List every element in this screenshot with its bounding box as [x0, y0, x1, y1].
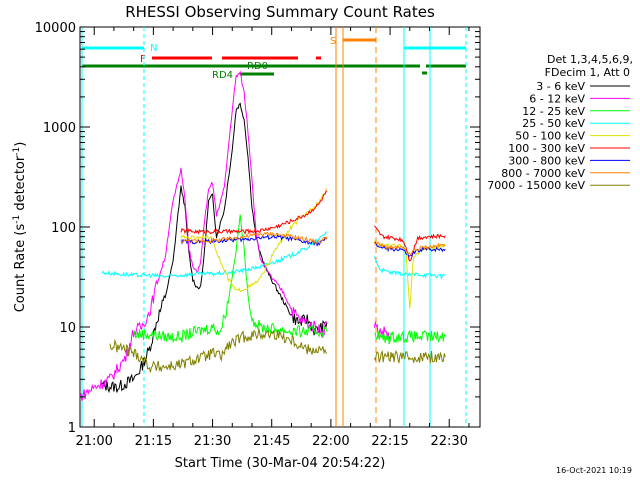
series-line	[133, 214, 328, 344]
series-line	[373, 320, 391, 341]
saa-label: S	[330, 36, 336, 47]
series-line	[373, 240, 446, 309]
observing-flags: N F S RD0 RD4	[82, 36, 466, 81]
flare-label: F	[140, 54, 146, 65]
y-label-sup: -1	[12, 147, 22, 156]
y-tick-label: 10000	[35, 21, 76, 36]
legend-header: Det 1,3,4,5,6,9,	[547, 53, 633, 66]
x-tick-label: 21:30	[194, 434, 231, 449]
series-line	[373, 256, 446, 281]
series-line	[180, 190, 328, 235]
series-line	[180, 231, 328, 245]
chart-title: RHESSI Observing Summary Count Rates	[125, 3, 435, 21]
series-line	[373, 350, 446, 364]
x-axis-label: Start Time (30-Mar-04 20:54:22)	[175, 456, 386, 471]
series-line	[373, 241, 446, 256]
y-label-mid: detector	[13, 155, 28, 215]
legend-label: 25 - 50 keV	[522, 117, 585, 130]
y-label-main: Count Rate (s	[13, 224, 28, 313]
series-group	[79, 70, 446, 402]
series-line	[101, 102, 328, 394]
series-line	[109, 328, 327, 373]
x-tick-label: 21:15	[135, 434, 172, 449]
legend-label: 300 - 800 keV	[508, 154, 585, 167]
y-tick-label: 100	[51, 221, 76, 236]
x-tick-label: 22:15	[371, 434, 408, 449]
print-date: 16-Oct-2021 10:19	[556, 466, 632, 475]
legend-label: 6 - 12 keV	[529, 92, 585, 105]
series-line	[374, 329, 446, 345]
legend-header: FDecim 1, Att 0	[545, 66, 630, 79]
legend-label: 7000 - 15000 keV	[487, 179, 585, 192]
series-line	[373, 225, 446, 262]
series-line	[101, 231, 328, 279]
y-tick-label: 10	[59, 321, 76, 336]
legend-label: 800 - 7000 keV	[501, 167, 585, 180]
x-tick-label: 22:30	[430, 434, 467, 449]
series-line	[79, 70, 328, 402]
y-tick-label: 1000	[43, 121, 76, 136]
x-tick-label: 22:00	[312, 434, 349, 449]
legend-label: 50 - 100 keV	[515, 130, 585, 143]
legend-label: 12 - 25 keV	[522, 105, 585, 118]
legend-label: 100 - 300 keV	[508, 142, 585, 155]
legend-label: 3 - 6 keV	[536, 80, 585, 93]
x-tick-label: 21:00	[75, 434, 112, 449]
y-label-end: )	[13, 142, 28, 147]
night-label: N	[150, 43, 157, 54]
x-tick-label: 21:45	[253, 434, 290, 449]
axes-group: 21:00 21:15 21:30 21:45 22:00 22:15 22:30 1 10 10…	[35, 21, 480, 449]
y-axis-label: Count Rate (s-1 detector-1)	[12, 142, 28, 313]
y-tick-label: 1	[68, 421, 76, 436]
y-label-sup: -1	[12, 215, 22, 224]
rd4-label: RD4	[212, 70, 233, 81]
legend: Det 1,3,4,5,6,9, FDecim 1, Att 0 3 - 6 k…	[487, 53, 633, 192]
